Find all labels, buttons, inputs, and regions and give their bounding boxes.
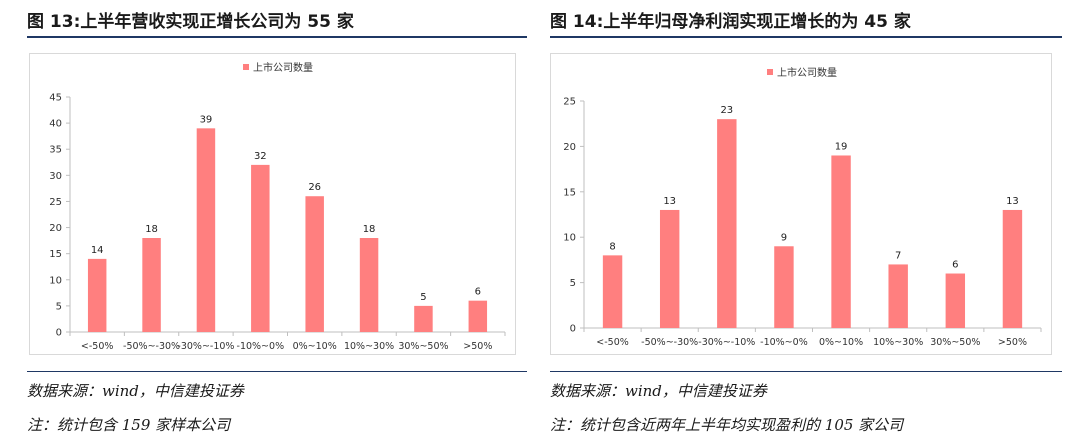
y-tick-label: 25 (563, 97, 576, 108)
bar (414, 305, 433, 332)
bar (831, 155, 851, 328)
data-label: 8 (609, 241, 615, 252)
bar (888, 264, 908, 328)
y-tick-label: 15 (563, 187, 576, 198)
sample-note: 注：统计包含 159 家样本公司 (27, 416, 231, 434)
data-label: 18 (145, 224, 158, 235)
data-label: 13 (663, 196, 676, 207)
net-profit-bar-chart: 上市公司数量 0 5 10 15 20 25 8 <-50% 13 -50%~-30% 23 -30%~… (563, 66, 1042, 348)
y-tick-label: 25 (49, 197, 62, 208)
bar (196, 128, 216, 332)
data-label: 26 (308, 182, 321, 193)
data-label: 9 (781, 232, 787, 243)
source-note: 数据来源：wind，中信建投证券 (550, 382, 767, 400)
data-label: 23 (720, 105, 733, 116)
legend-swatch (767, 69, 773, 75)
data-label: 6 (952, 260, 958, 271)
y-tick-label: 10 (49, 275, 62, 286)
revenue-bar-chart: 上市公司数量 0 5 10 15 20 25 30 35 40 45 14 <-50% 18 -50%~-3… (49, 61, 506, 352)
x-tick-label: 0%~10% (293, 341, 337, 352)
bar (602, 255, 623, 328)
panel-title: 图 13:上半年营收实现正增长公司为 55 家 (27, 12, 354, 32)
x-tick-label: -50%~-30% (123, 341, 180, 352)
y-tick-label: 5 (56, 301, 62, 312)
legend-swatch (243, 64, 249, 70)
x-tick-label: 30%~50% (398, 341, 448, 352)
x-tick-label: <-50% (81, 341, 114, 352)
y-tick-label: 0 (570, 324, 576, 335)
bar (359, 238, 379, 332)
title-divider (550, 36, 1062, 38)
y-tick-label: 45 (49, 93, 62, 104)
bottom-divider (550, 371, 1062, 372)
x-tick-label: >50% (463, 341, 492, 352)
bar (717, 119, 737, 328)
y-tick-label: 20 (49, 223, 62, 234)
x-tick-label: -10%~0% (760, 337, 808, 348)
x-tick-label: -50%~-30% (641, 337, 698, 348)
x-tick-label: <-50% (596, 337, 629, 348)
bar (468, 300, 488, 332)
source-note: 数据来源：wind，中信建投证券 (27, 382, 244, 400)
chart-frame: 上市公司数量 0 5 10 15 20 25 30 35 40 45 14 <-50% 18 -50%~-3… (29, 53, 516, 355)
x-tick-label: -10%~0% (237, 341, 285, 352)
data-label: 18 (363, 224, 376, 235)
bottom-divider (27, 371, 527, 372)
data-label: 39 (200, 114, 213, 125)
data-label: 19 (835, 141, 848, 152)
bar (305, 196, 324, 332)
bar (945, 273, 966, 328)
x-tick-label: -30%~-10% (698, 337, 755, 348)
data-label: 5 (420, 292, 426, 303)
data-label: 7 (895, 250, 901, 261)
panel-title: 图 14:上半年归母净利润实现正增长的为 45 家 (550, 12, 911, 32)
y-tick-label: 0 (56, 328, 62, 339)
bar (774, 246, 794, 328)
y-tick-label: 40 (49, 119, 62, 130)
bar (659, 209, 680, 328)
bar (251, 164, 270, 332)
x-tick-label: 30%~50% (930, 337, 980, 348)
legend-label: 上市公司数量 (253, 61, 313, 74)
data-label: 14 (91, 245, 104, 256)
data-label: 13 (1006, 196, 1019, 207)
bar (142, 238, 161, 332)
data-label: 6 (475, 287, 481, 298)
sample-note: 注：统计包含近两年上半年均实现盈利的 105 家公司 (550, 416, 904, 434)
y-tick-label: 35 (49, 145, 62, 156)
x-tick-label: 10%~30% (873, 337, 923, 348)
y-tick-label: 30 (49, 171, 62, 182)
y-tick-label: 10 (563, 233, 576, 244)
legend-label: 上市公司数量 (777, 66, 837, 79)
x-tick-label: 0%~10% (819, 337, 863, 348)
bar (1002, 209, 1023, 328)
data-label: 32 (254, 151, 267, 162)
y-tick-label: 5 (570, 278, 576, 289)
bar (87, 258, 107, 332)
x-tick-label: 10%~30% (344, 341, 394, 352)
y-tick-label: 15 (49, 249, 62, 260)
x-tick-label: >50% (998, 337, 1027, 348)
y-tick-label: 20 (563, 142, 576, 153)
x-tick-label: -30%~-10% (177, 341, 234, 352)
chart-frame: 上市公司数量 0 5 10 15 20 25 8 <-50% 13 -50%~-30% 23 -30%~… (550, 53, 1052, 355)
title-divider (27, 36, 527, 38)
